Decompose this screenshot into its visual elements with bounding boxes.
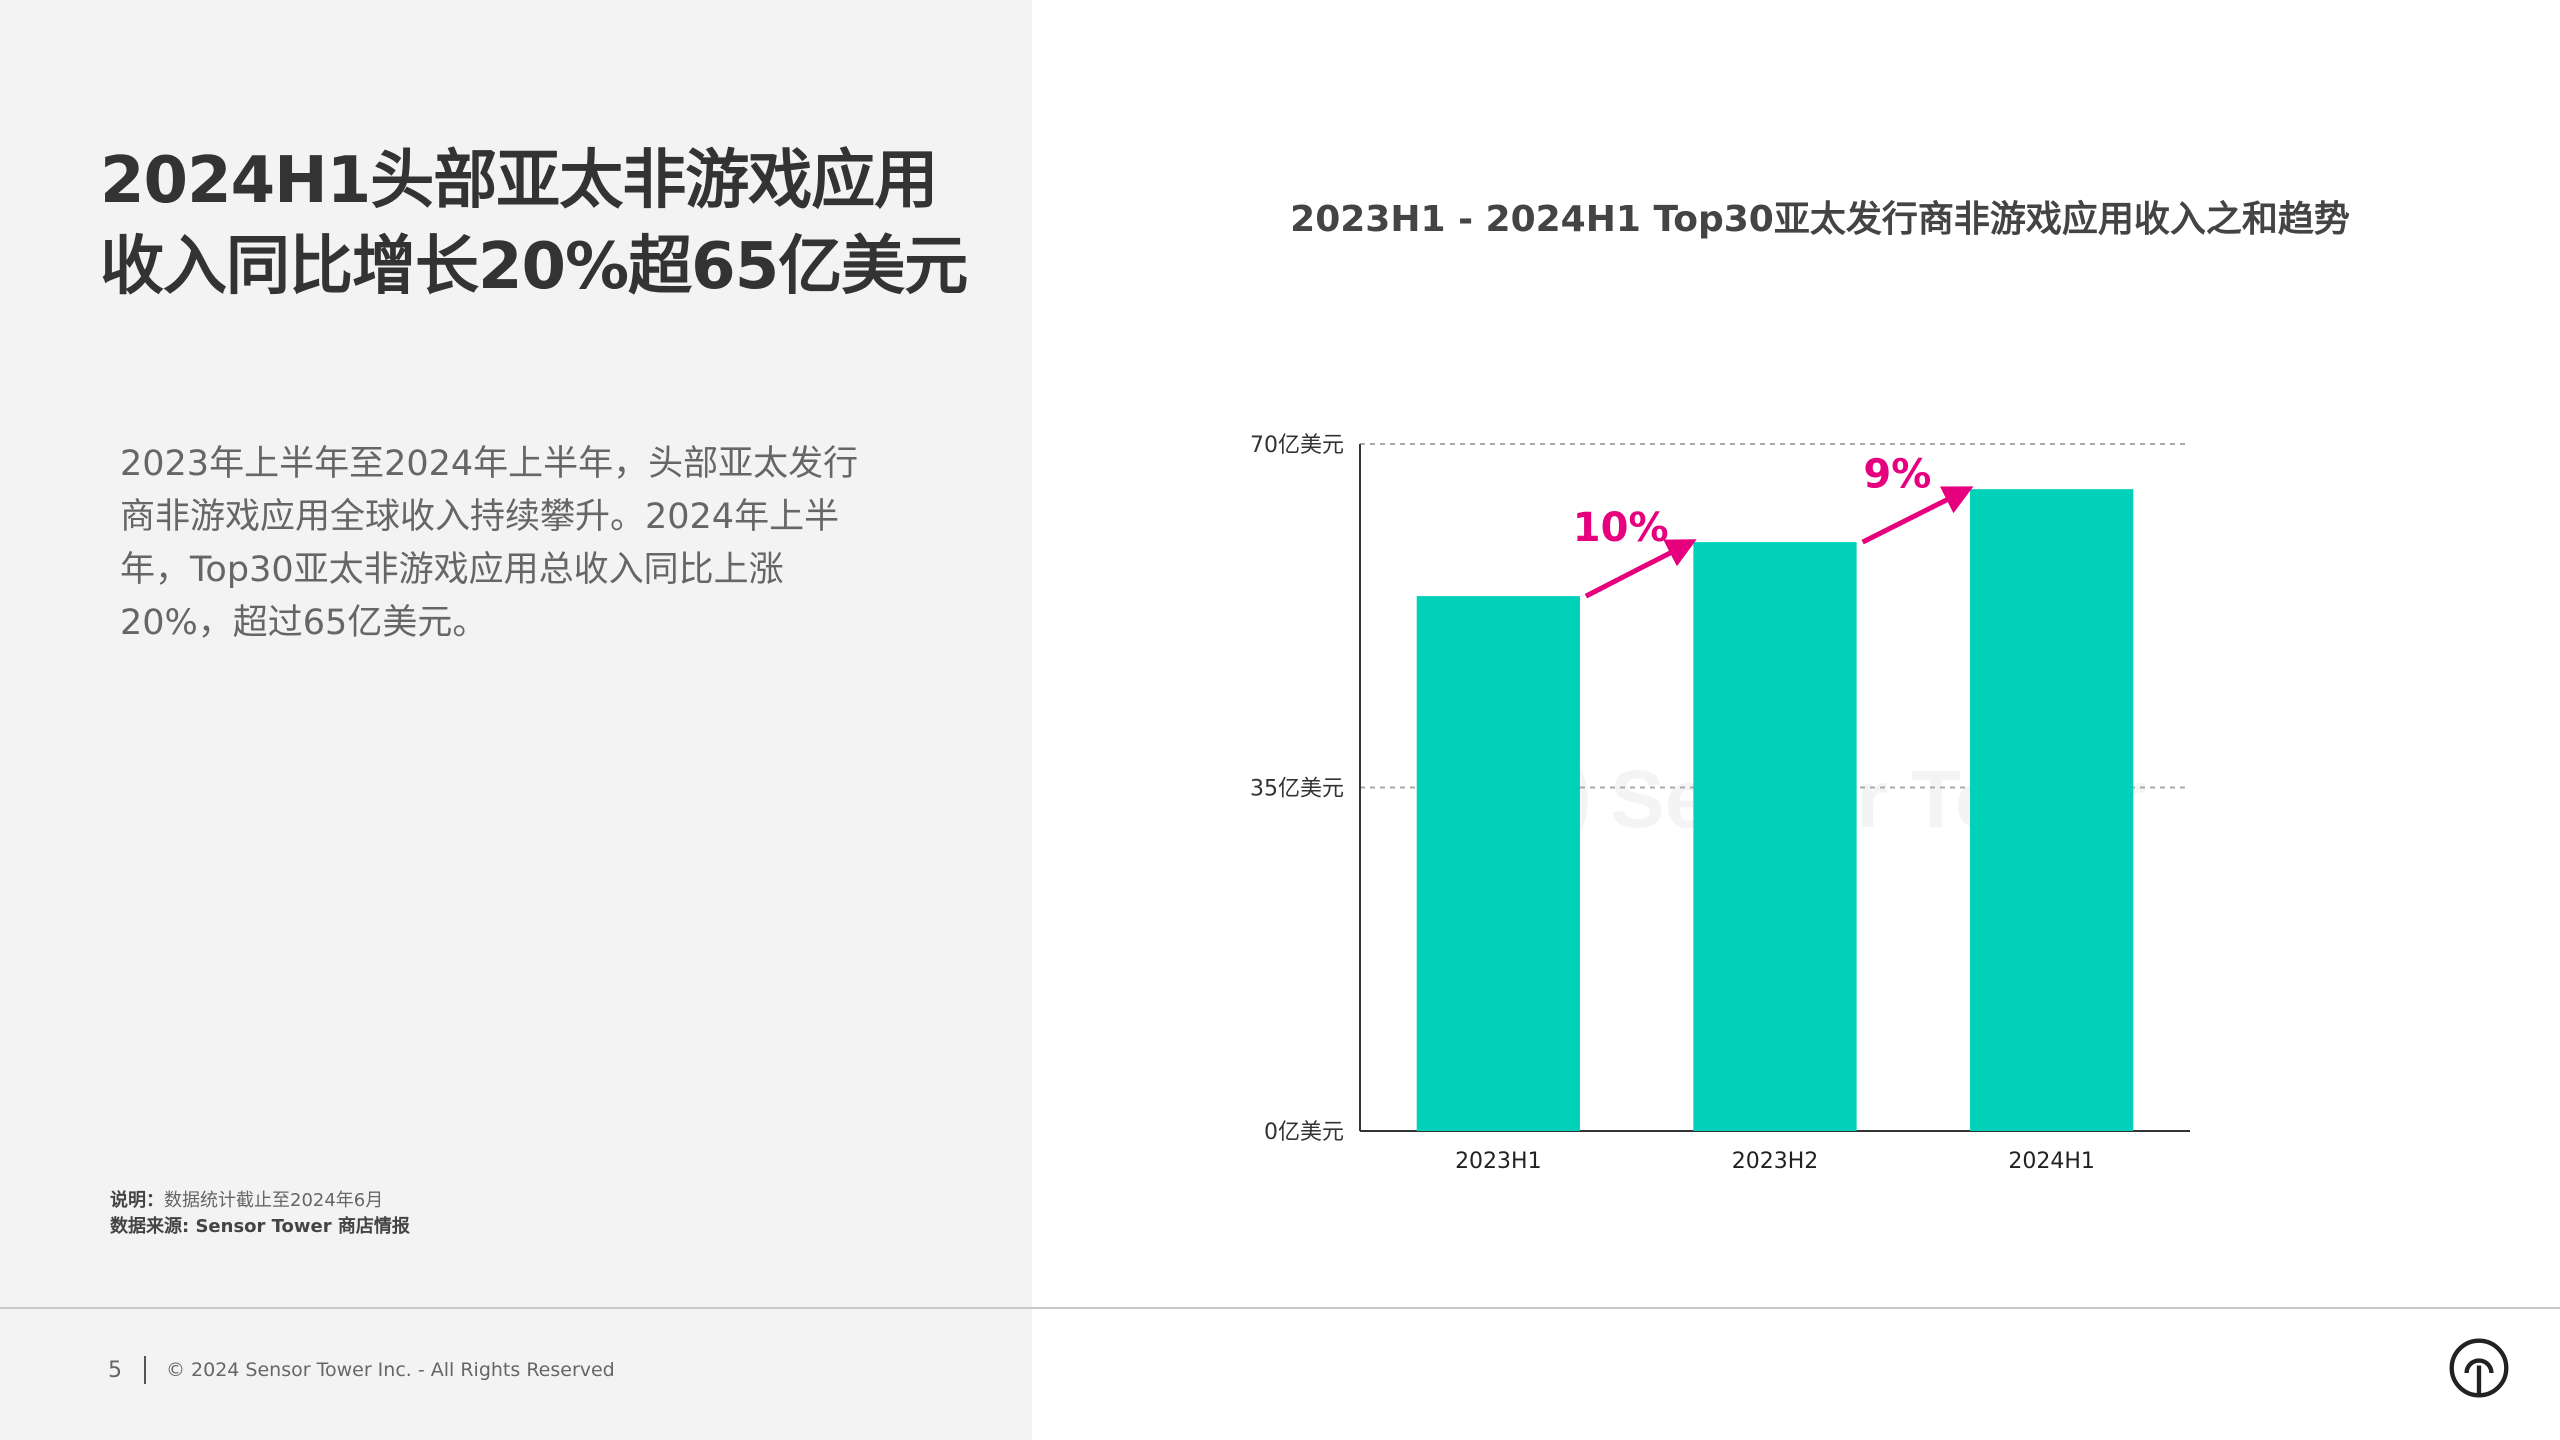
- note-label: 说明：: [110, 1190, 164, 1211]
- y-tick-label: 70亿美元: [1250, 433, 1344, 458]
- data-source: 数据来源: Sensor Tower 商店情报: [110, 1216, 410, 1237]
- growth-label: 9%: [1863, 452, 1931, 498]
- x-tick-label: 2023H1: [1455, 1149, 1542, 1174]
- source-note: 说明：数据统计截止至2024年6月 数据来源: Sensor Tower 商店情…: [110, 1188, 410, 1240]
- footer-separator: [144, 1356, 146, 1384]
- page-number: 5: [108, 1357, 122, 1383]
- bar: [1970, 489, 2134, 1131]
- footer: 5 © 2024 Sensor Tower Inc. - All Rights …: [108, 1355, 615, 1385]
- bar: [1693, 542, 1857, 1131]
- slide-title-line1: 2024H1头部亚太非游戏应用: [100, 144, 938, 218]
- bar-chart: 0亿美元 35亿美元 70亿美元 2023H1 2023H2 2024H1 10% 9%: [1250, 433, 2190, 1174]
- growth-label: 10%: [1573, 505, 1669, 551]
- copyright-text: © 2024 Sensor Tower Inc. - All Rights Re…: [166, 1359, 615, 1381]
- slide-body-text: 2023年上半年至2024年上半年，头部亚太发行商非游戏应用全球收入持续攀升。2…: [120, 444, 859, 643]
- y-tick-label: 0亿美元: [1264, 1120, 1344, 1145]
- note-text: 数据统计截止至2024年6月: [164, 1190, 384, 1211]
- slide-title-line2: 收入同比增长20%超65亿美元: [100, 230, 968, 304]
- growth-arrow: [1584, 539, 1697, 599]
- footer-divider: [0, 1307, 2560, 1309]
- y-tick-label: 35亿美元: [1250, 777, 1344, 802]
- x-tick-label: 2023H2: [1732, 1149, 1819, 1174]
- left-panel: [0, 0, 1032, 1440]
- slide-title: 2024H1头部亚太非游戏应用 收入同比增长20%超65亿美元: [100, 138, 1000, 310]
- growth-arrow: [1861, 486, 1974, 545]
- bar: [1416, 596, 1580, 1131]
- x-tick-label: 2024H1: [2008, 1149, 2095, 1174]
- sensor-tower-logo-icon: [2449, 1338, 2509, 1398]
- chart-title: 2023H1 - 2024H1 Top30亚太发行商非游戏应用收入之和趋势: [1290, 199, 2350, 240]
